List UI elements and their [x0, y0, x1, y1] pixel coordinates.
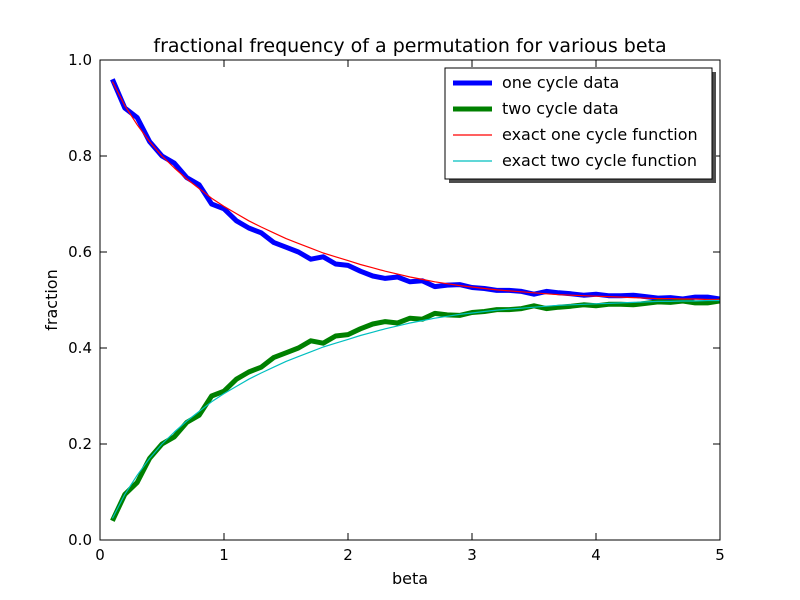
y-tick-label: 1.0 — [68, 51, 92, 69]
x-axis: 0 1 2 3 4 5 — [95, 60, 725, 564]
y-axis: 0.0 0.2 0.4 0.6 0.8 1.0 — [68, 51, 720, 549]
series-line-4 — [111, 299, 720, 519]
legend-label: one cycle data — [502, 73, 619, 92]
y-tick-label: 0.4 — [68, 339, 92, 357]
y-tick-label: 0.2 — [68, 435, 92, 453]
x-tick-label: 3 — [467, 546, 477, 564]
legend-label: two cycle data — [502, 99, 619, 118]
legend-label: exact one cycle function — [502, 125, 698, 144]
y-tick-label: 0.8 — [68, 147, 92, 165]
legend-label: exact two cycle function — [502, 151, 697, 170]
x-axis-label: beta — [392, 569, 428, 588]
plot-frame — [99, 59, 721, 541]
series-line-2 — [110, 298, 720, 522]
chart-title: fractional frequency of a permutation fo… — [153, 35, 666, 57]
x-tick-label: 4 — [591, 546, 601, 564]
y-tick-label: 0.0 — [68, 531, 92, 549]
y-tick-label: 0.6 — [68, 243, 92, 261]
series-line-1 — [110, 78, 720, 302]
series-line-3 — [111, 81, 720, 301]
x-tick-label: 5 — [715, 546, 725, 564]
x-tick-label: 0 — [95, 546, 105, 564]
legend: one cycle data two cycle data exact one cy… — [444, 67, 716, 183]
y-axis-label: fraction — [42, 269, 61, 330]
x-tick-label: 2 — [343, 546, 353, 564]
x-tick-label: 1 — [219, 546, 229, 564]
